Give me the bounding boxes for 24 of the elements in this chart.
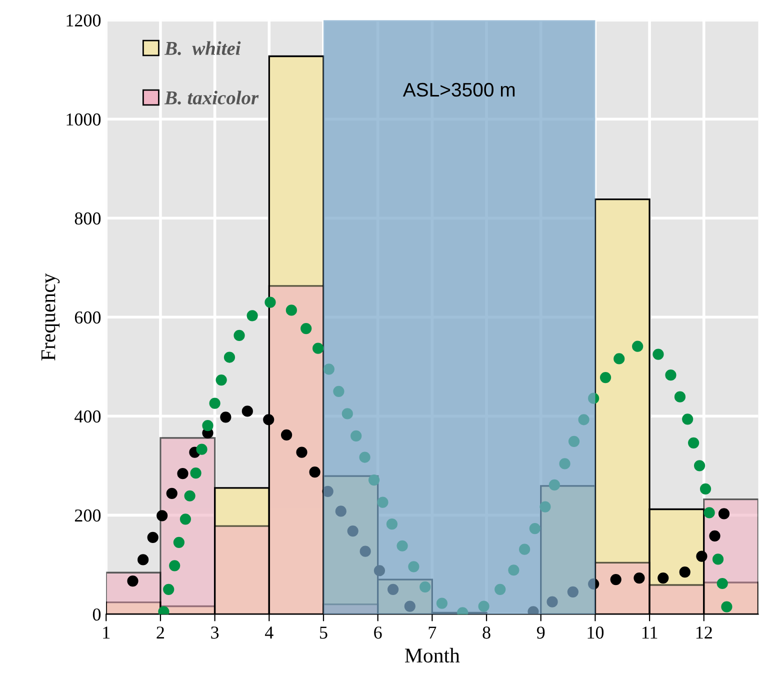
x-tick-label: 7 (428, 626, 436, 639)
x-tick-label: 8 (482, 626, 490, 639)
y-tick-label: 800 (74, 212, 101, 225)
x-tick-label: 12 (696, 626, 712, 639)
x-tick-label: 11 (642, 626, 658, 639)
y-axis-title: Frequency (41, 273, 60, 361)
x-tick-label: 10 (588, 626, 604, 639)
y-tick-label: 1000 (66, 113, 101, 126)
x-tick-label: 5 (320, 626, 328, 639)
band-label: ASL>3500 m (402, 82, 515, 97)
y-tick-label: 400 (74, 410, 101, 423)
x-tick-label: 9 (536, 626, 545, 639)
x-tick-label: 3 (211, 626, 219, 639)
y-tick-label: 200 (74, 509, 101, 522)
legend-label: B. taxicolor (164, 90, 259, 105)
y-tick-label: 1200 (66, 14, 101, 27)
x-tick-label: 1 (103, 626, 110, 639)
x-axis-title: Month (404, 648, 460, 663)
x-tick-label: 4 (264, 626, 274, 639)
x-tick-label: 6 (374, 626, 382, 639)
legend-label: B. whitei (164, 41, 241, 56)
y-tick-label: 600 (74, 311, 101, 324)
y-tick-label: 0 (92, 608, 101, 621)
x-tick-label: 2 (156, 626, 164, 639)
